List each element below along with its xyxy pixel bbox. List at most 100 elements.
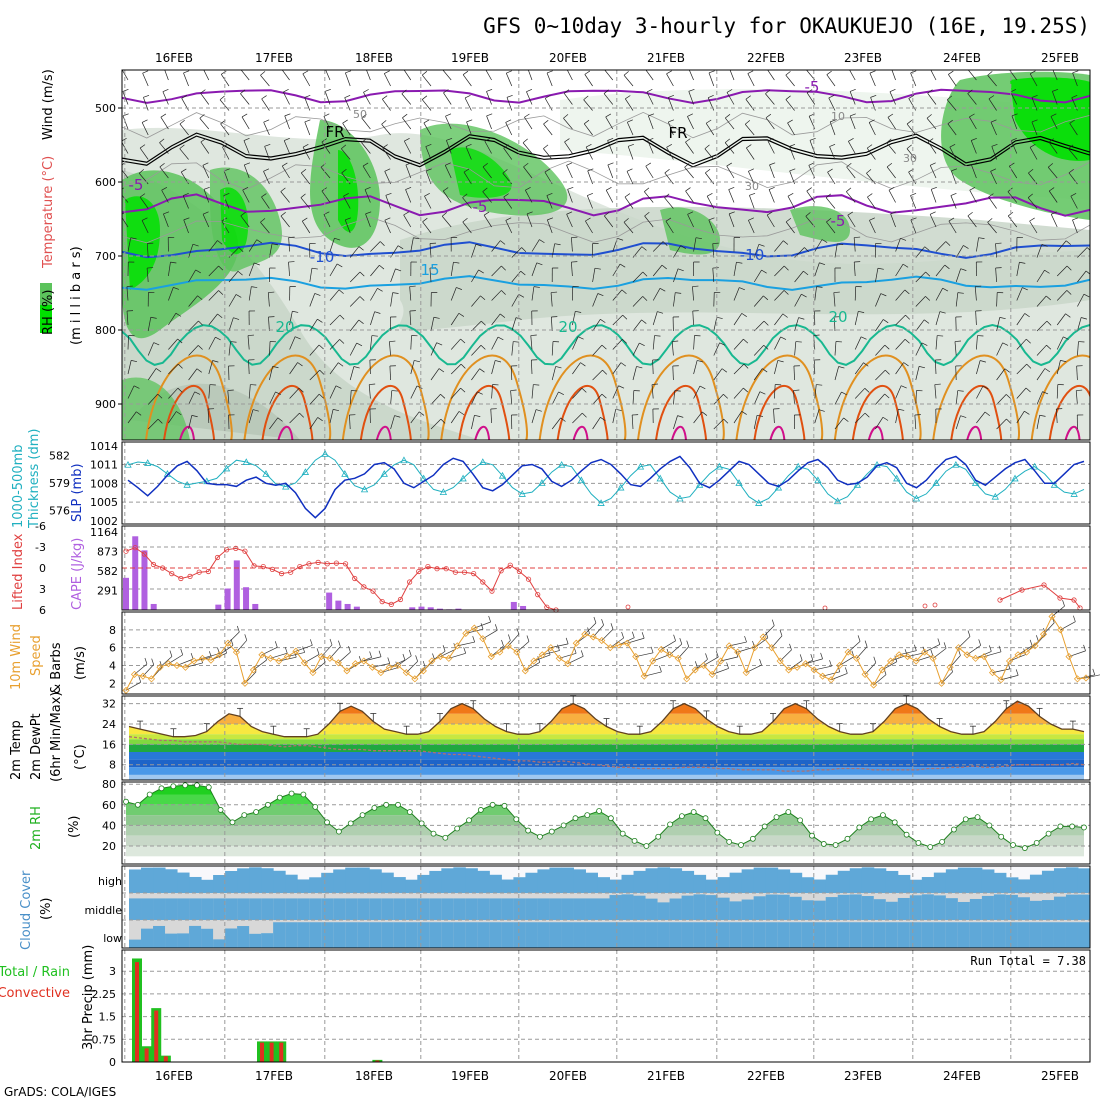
lifted-point	[1041, 582, 1047, 588]
cape-bar	[215, 604, 222, 610]
rh2m-point	[596, 808, 602, 814]
lifted-point	[159, 565, 166, 571]
wind10-point	[156, 663, 164, 671]
wind10-point	[164, 660, 173, 668]
date-label-bottom: 23FEB	[844, 1069, 882, 1083]
rh2m-tick: 20	[102, 840, 116, 853]
wind10-point	[836, 661, 844, 670]
wind10-point	[198, 654, 207, 662]
wind10-point	[589, 633, 597, 641]
cape-tick: 873	[97, 546, 118, 559]
rh2m-point	[797, 817, 804, 824]
thickness-point	[991, 492, 999, 500]
rh2m-point	[986, 822, 993, 829]
thickness-point	[873, 460, 881, 468]
wind10-point	[436, 652, 444, 661]
pressure-ticks: 500 600 700 800 900	[95, 102, 122, 411]
rh2m-point	[951, 826, 957, 833]
wind10-point	[538, 651, 546, 659]
wind10-point	[725, 642, 733, 650]
rh2m-point	[880, 812, 886, 818]
contour-label: FR	[668, 124, 687, 142]
lifted-point	[214, 554, 221, 561]
lifted-tick: -6	[35, 520, 46, 533]
wind10-point	[521, 667, 529, 675]
cape-label: CAPE (J/kg)	[70, 538, 85, 610]
date-label-top: 21FEB	[647, 51, 685, 65]
wind10-point	[1005, 657, 1014, 665]
contour-label: FR	[325, 123, 344, 141]
wind10-point	[1073, 675, 1082, 683]
contour-labels: -5 -5 -5 -5 FR FR -10 -10 15 20 20 20 50 10 30 30	[129, 78, 917, 336]
wind10-point	[861, 670, 869, 678]
lifted-point	[315, 559, 321, 566]
cloud-level-high: high	[98, 875, 122, 888]
temp2m-label-1: 2m Temp	[9, 720, 24, 780]
precip-tick: 2.25	[92, 988, 117, 1001]
rh2m-point	[974, 814, 981, 821]
lifted-point	[932, 602, 938, 608]
lifted-point	[1071, 597, 1077, 603]
precip-label-convective: Convective	[0, 986, 70, 1001]
cape-bar	[252, 603, 259, 610]
contour-label: -10	[310, 248, 335, 266]
date-label-bottom: 18FEB	[355, 1069, 393, 1083]
thickness-tick: 582	[49, 450, 70, 463]
lifted-point	[242, 548, 248, 554]
wind10-point	[708, 670, 716, 678]
rh-axis-label: RH (%)	[41, 290, 56, 335]
cape-bar	[510, 601, 517, 610]
wind10-point	[241, 679, 249, 687]
rh2m-ticks: 80 60 40 20	[102, 778, 116, 853]
thickness-point	[952, 460, 960, 468]
thickness-point	[755, 499, 763, 506]
lifted-point	[397, 596, 404, 603]
wind10-barbs	[125, 600, 1100, 691]
lifted-point	[324, 561, 330, 567]
wind10-point	[453, 642, 461, 650]
wind10-point	[802, 660, 810, 668]
lifted-index-label: Lifted Index	[11, 533, 26, 610]
wind10-point	[266, 654, 274, 662]
wind10-point	[666, 651, 674, 659]
thickness-point	[321, 450, 329, 457]
rh2m-point	[466, 817, 472, 824]
lifted-point	[224, 547, 230, 553]
wind10-point	[564, 660, 572, 668]
precip-tick: 0.75	[92, 1033, 117, 1046]
lifted-point	[461, 569, 468, 575]
wind10-point	[870, 681, 878, 689]
wind10-point	[921, 648, 929, 656]
rh2m-tick: 60	[102, 799, 116, 812]
date-label-top: 17FEB	[255, 51, 293, 65]
wind10-ticks: 8 6 4 2	[109, 624, 116, 690]
thickness-point	[833, 497, 842, 505]
cloud-level-middle: middle	[84, 904, 122, 917]
wind10-point	[1014, 651, 1022, 659]
lifted-tick: 6	[39, 604, 46, 617]
rh2m-point	[442, 834, 449, 841]
wind10-point	[275, 657, 283, 665]
wind10-point	[700, 661, 708, 670]
thickness-point	[814, 476, 822, 484]
thickness-point	[794, 462, 802, 470]
lifted-point	[132, 545, 138, 551]
rh2m-point	[584, 812, 591, 818]
lifted-point	[178, 575, 184, 582]
wind10-point	[215, 651, 224, 659]
wind10-point	[343, 667, 351, 675]
wind10-point	[674, 654, 682, 662]
cape-bar	[224, 588, 231, 610]
lifted-point	[333, 560, 340, 566]
temp2m-tick: 16	[102, 738, 116, 751]
wind10-point	[793, 663, 801, 671]
cape-bar	[132, 536, 139, 610]
wind10-point	[946, 663, 954, 671]
wind10-point	[207, 656, 215, 664]
wind10-point	[385, 663, 393, 671]
thickness-point	[282, 482, 290, 490]
date-label-top: 20FEB	[549, 51, 587, 65]
rh2m-point	[170, 783, 177, 790]
date-label-top: 22FEB	[747, 51, 785, 65]
